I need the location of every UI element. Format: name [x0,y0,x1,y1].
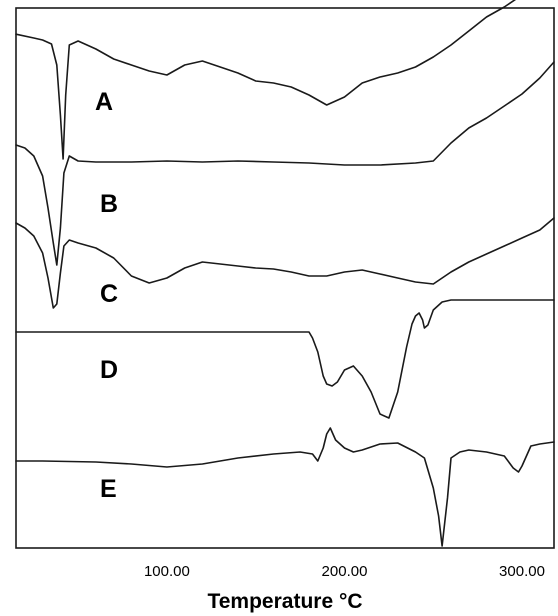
curve-d [15,299,555,419]
curve-label-a: A [95,88,113,116]
plot-frame [15,7,555,549]
curve-labels-group: A B C D E [95,88,118,503]
curve-label-b: B [100,190,118,218]
x-tick-label: 100.00 [144,563,190,580]
x-axis-title: Temperature °C [207,590,362,613]
curves-group [15,0,555,547]
curve-label-c: C [100,280,118,308]
curve-label-e: E [100,475,117,503]
curve-c [15,217,555,309]
curve-label-d: D [100,356,118,384]
curve-e [15,427,555,547]
x-tick-label: 300.00 [499,563,545,580]
curve-b [15,61,555,266]
x-tick-labels-group: 100.00 200.00 300.00 [144,563,545,580]
x-tick-label: 200.00 [322,563,368,580]
curve-a [15,0,517,160]
